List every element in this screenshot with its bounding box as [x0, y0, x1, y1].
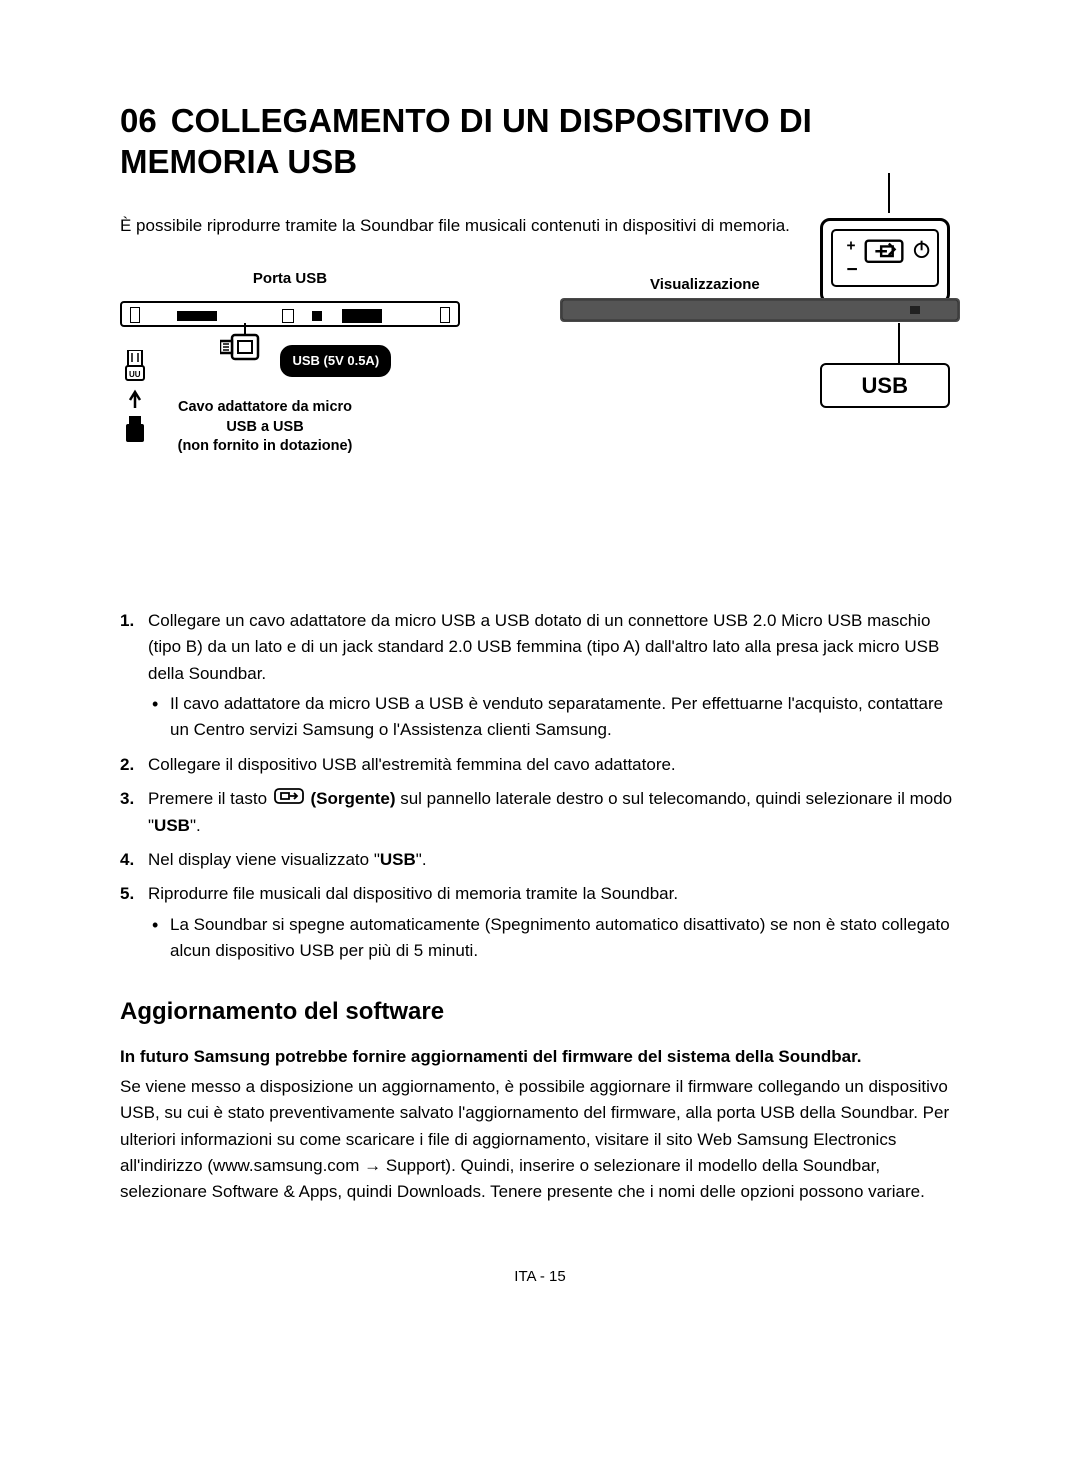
- software-update-bold: In futuro Samsung potrebbe fornire aggio…: [120, 1044, 960, 1070]
- step-5: Riprodurre file musicali dal dispositivo…: [120, 881, 960, 964]
- svg-text:UU: UU: [129, 370, 141, 379]
- diagram-left-column: Porta USB USB (5V 0.5A): [120, 268, 460, 327]
- step-4-text-b: ".: [416, 850, 427, 869]
- chapter-text: COLLEGAMENTO DI UN DISPOSITIVO DI MEMORI…: [120, 102, 812, 180]
- svg-text:−: −: [846, 259, 857, 280]
- step-4-usb: USB: [380, 850, 416, 869]
- step-1-bullet-1: Il cavo adattatore da micro USB a USB è …: [148, 691, 960, 744]
- soundbar-front-icon: [560, 298, 960, 322]
- step-3: Premere il tasto (Sorgente) sul pannello…: [120, 786, 960, 839]
- adapter-line3: (non fornito in dotazione): [178, 438, 353, 454]
- remote-control-icon: + −: [820, 218, 950, 304]
- chapter-title: 06COLLEGAMENTO DI UN DISPOSITIVO DI MEMO…: [120, 100, 960, 183]
- step-1: Collegare un cavo adattatore da micro US…: [120, 608, 960, 744]
- adapter-line1: Cavo adattatore da micro: [178, 399, 352, 415]
- adapter-cable-label: Cavo adattatore da micro USB a USB (non …: [160, 398, 370, 457]
- step-3-text-a: Premere il tasto: [148, 789, 272, 808]
- usb-5v-badge: USB (5V 0.5A): [280, 345, 391, 377]
- step-3-source-label: (Sorgente): [311, 789, 396, 808]
- step-4-text-a: Nel display viene visualizzato ": [148, 850, 380, 869]
- instruction-steps: Collegare un cavo adattatore da micro US…: [120, 608, 960, 964]
- step-3-text-c: ".: [190, 816, 201, 835]
- svg-text:+: +: [846, 237, 855, 254]
- step-2: Collegare il dispositivo USB all'estremi…: [120, 752, 960, 778]
- step-1-text: Collegare un cavo adattatore da micro US…: [148, 611, 939, 683]
- step-3-usb: USB: [154, 816, 190, 835]
- software-update-body: Se viene messo a disposizione un aggiorn…: [120, 1074, 960, 1206]
- source-button-icon: [274, 786, 304, 812]
- adapter-line2: USB a USB: [226, 419, 303, 435]
- step-5-text: Riprodurre file musicali dal dispositivo…: [148, 884, 678, 903]
- page-footer: ITA - 15: [120, 1266, 960, 1289]
- usb-cable-icons: UU: [120, 348, 150, 462]
- step-5-bullet-1: La Soundbar si spegne automaticamente (S…: [148, 912, 960, 965]
- usb-display-badge: USB: [820, 363, 950, 408]
- micro-usb-plug-icon: [220, 323, 270, 371]
- connection-diagram: + − Visualizzazione USB Porta USB: [120, 268, 960, 568]
- usb-connector-area: USB (5V 0.5A): [220, 323, 391, 371]
- visualization-label: Visualizzazione: [650, 274, 760, 297]
- step-4: Nel display viene visualizzato "USB".: [120, 847, 960, 873]
- software-update-heading: Aggiornamento del software: [120, 994, 960, 1030]
- porta-usb-label: Porta USB: [120, 268, 460, 291]
- chapter-number: 06: [120, 102, 157, 139]
